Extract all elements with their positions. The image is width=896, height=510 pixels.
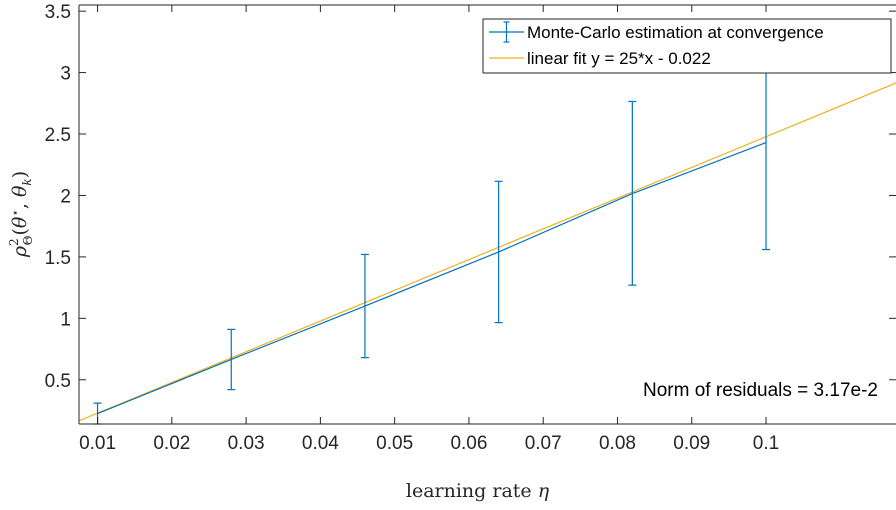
y-tick-label: 3.5 bbox=[45, 2, 71, 23]
residuals-annotation: Norm of residuals = 3.17e-2 bbox=[643, 380, 878, 401]
legend-box bbox=[482, 18, 892, 74]
y-tick-label: 0.5 bbox=[45, 371, 71, 392]
x-tick-label: 0.01 bbox=[79, 433, 116, 454]
y-tick-label: 1 bbox=[60, 309, 71, 330]
x-tick-label: 0.1 bbox=[753, 433, 779, 454]
y-tick-label: 3 bbox=[60, 64, 71, 85]
x-tick-label: 0.04 bbox=[302, 433, 339, 454]
y-tick-label: 2.5 bbox=[45, 125, 71, 146]
x-tick-label: 0.06 bbox=[450, 433, 487, 454]
y-tick-label: 1.5 bbox=[45, 248, 71, 269]
x-tick-label: 0.02 bbox=[153, 433, 190, 454]
fit-line bbox=[78, 82, 896, 422]
x-tick-label: 0.05 bbox=[376, 433, 413, 454]
x-tick-label: 0.08 bbox=[599, 433, 636, 454]
legend-label-fit: linear fit y = 25*x - 0.022 bbox=[527, 49, 711, 68]
errorbar-series-line bbox=[97, 142, 767, 415]
x-axis-label: learning rate η bbox=[406, 480, 550, 502]
y-tick-label: 2 bbox=[60, 186, 71, 207]
y-axis-label: ρ2Θ(θ⋆, θk) bbox=[7, 171, 35, 258]
x-tick-label: 0.07 bbox=[525, 433, 562, 454]
x-tick-label: 0.03 bbox=[228, 433, 265, 454]
legend-label-errorbar: Monte-Carlo estimation at convergence bbox=[527, 23, 824, 42]
x-tick-label: 0.09 bbox=[673, 433, 710, 454]
